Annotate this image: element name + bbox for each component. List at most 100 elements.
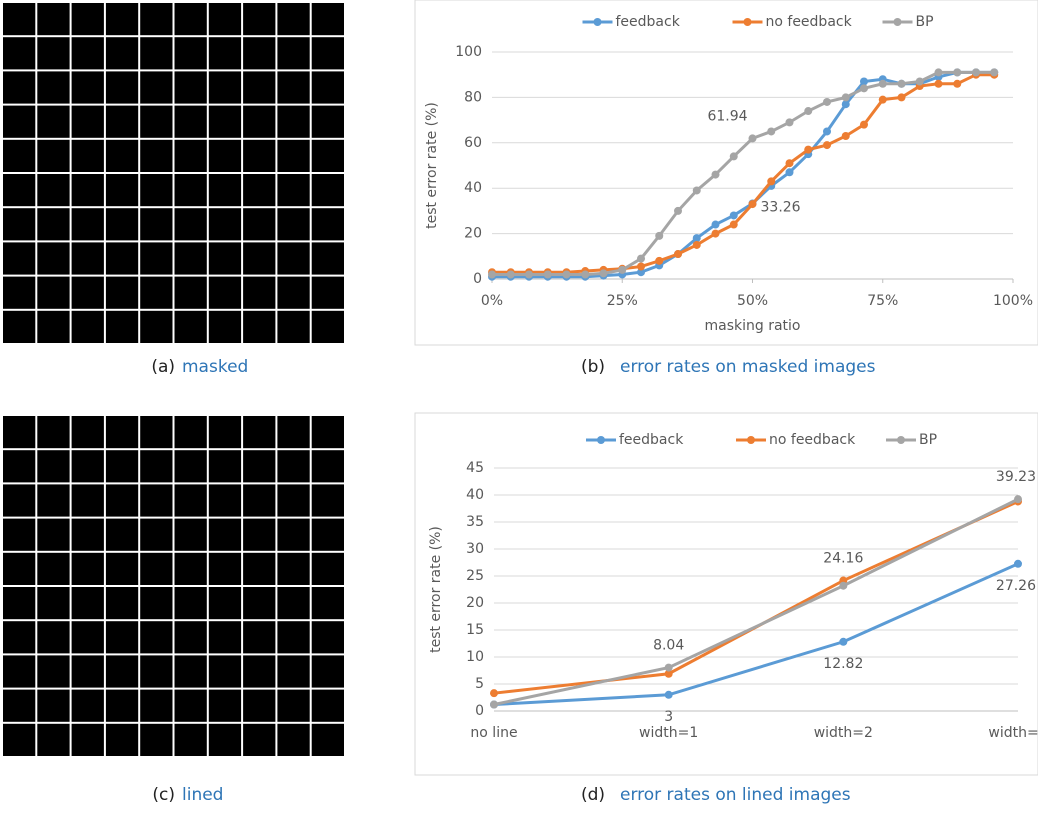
point: [842, 132, 850, 140]
image-cell: [243, 208, 275, 240]
image-cell: [175, 655, 207, 687]
x-tick-label: 0%: [481, 293, 503, 309]
image-cell: [209, 587, 241, 619]
image-cell: [243, 690, 275, 722]
data-label: 27.26: [996, 578, 1036, 594]
image-cell: [37, 242, 69, 274]
image-cell: [37, 519, 69, 551]
image-cell: [243, 621, 275, 653]
image-cell: [312, 71, 344, 103]
image-cell: [3, 3, 35, 35]
image-cell: [140, 690, 172, 722]
data-label: 12.82: [823, 656, 863, 672]
image-cell: [209, 277, 241, 309]
x-tick-label: 100%: [993, 293, 1033, 309]
image-cell: [106, 621, 138, 653]
image-cell: [106, 311, 138, 343]
image-cell: [277, 208, 309, 240]
point: [785, 159, 793, 167]
point: [693, 186, 701, 194]
point: [665, 664, 673, 672]
image-cell: [140, 37, 172, 69]
image-cell: [37, 3, 69, 35]
image-cell: [3, 587, 35, 619]
image-cell: [140, 724, 172, 756]
x-tick-label: width=2: [814, 725, 873, 741]
image-cell: [277, 311, 309, 343]
point: [563, 270, 571, 278]
image-cell: [209, 724, 241, 756]
image-cell: [3, 519, 35, 551]
point: [860, 121, 868, 129]
panel-caption: masked: [182, 357, 248, 377]
image-cell: [209, 416, 241, 448]
image-cell: [3, 174, 35, 206]
point: [655, 257, 663, 265]
point: [934, 68, 942, 76]
image-cell: [3, 484, 35, 516]
point: [839, 582, 847, 590]
image-cell: [312, 277, 344, 309]
image-cell: [3, 208, 35, 240]
image-cell: [140, 277, 172, 309]
image-cell: [37, 37, 69, 69]
point: [804, 107, 812, 115]
point: [637, 255, 645, 263]
image-cell: [140, 484, 172, 516]
image-cell: [106, 416, 138, 448]
image-cell: [175, 416, 207, 448]
point: [637, 263, 645, 271]
point: [665, 691, 673, 699]
image-cell: [72, 416, 104, 448]
image-cell: [106, 587, 138, 619]
image-cell: [277, 37, 309, 69]
image-cell: [243, 140, 275, 172]
image-cell: [209, 621, 241, 653]
image-cell: [209, 519, 241, 551]
image-cell: [37, 416, 69, 448]
image-cell: [312, 242, 344, 274]
point: [953, 68, 961, 76]
point: [655, 232, 663, 240]
point: [693, 234, 701, 242]
image-cell: [175, 587, 207, 619]
image-cell: [140, 519, 172, 551]
point: [712, 171, 720, 179]
image-cell: [72, 140, 104, 172]
legend-label: no feedback: [766, 14, 853, 30]
image-cell: [175, 277, 207, 309]
image-cell: [277, 587, 309, 619]
image-cell: [140, 106, 172, 138]
image-cell: [3, 553, 35, 585]
image-cell: [175, 724, 207, 756]
image-cell: [175, 208, 207, 240]
image-cell: [243, 37, 275, 69]
y-tick-label: 10: [466, 649, 484, 665]
image-cell: [37, 277, 69, 309]
data-label: 61.94: [707, 108, 747, 124]
point: [823, 98, 831, 106]
image-cell: [72, 3, 104, 35]
image-cell: [175, 140, 207, 172]
image-cell: [243, 174, 275, 206]
image-cell: [106, 208, 138, 240]
point: [823, 127, 831, 135]
image-cell: [3, 106, 35, 138]
image-cell: [140, 208, 172, 240]
series-line: [492, 72, 994, 276]
y-axis-title: test error rate (%): [428, 526, 444, 653]
point: [674, 207, 682, 215]
point: [1014, 560, 1022, 568]
image-cell: [140, 621, 172, 653]
legend-label: BP: [916, 14, 934, 30]
image-cell: [312, 450, 344, 482]
image-cell: [243, 242, 275, 274]
image-cell: [209, 37, 241, 69]
image-cell: [277, 277, 309, 309]
point: [842, 93, 850, 101]
point: [544, 270, 552, 278]
image-cell: [175, 37, 207, 69]
image-cell: [37, 587, 69, 619]
image-cell: [277, 106, 309, 138]
image-cell: [243, 587, 275, 619]
